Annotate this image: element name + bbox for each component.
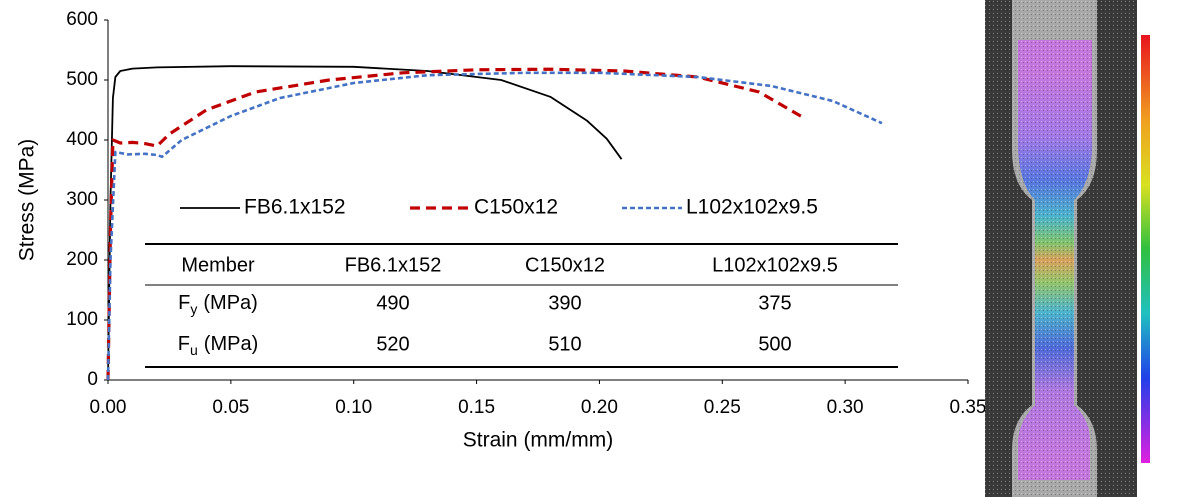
table-header: Member <box>181 254 255 276</box>
table-cell: 390 <box>548 292 581 314</box>
y-tick-label: 500 <box>66 69 98 90</box>
table-cell: 500 <box>758 333 791 355</box>
x-tick-label: 0.15 <box>458 397 495 418</box>
y-tick-label: 100 <box>66 309 98 330</box>
legend-label: C150x12 <box>474 196 558 219</box>
x-tick-label: 0.20 <box>581 397 618 418</box>
table-cell: 510 <box>548 333 581 355</box>
y-axis-label: Stress (MPa) <box>16 139 39 262</box>
data-line <box>106 67 807 381</box>
legend-label: L102x102x9.5 <box>686 196 818 219</box>
row-label: Fu (MPa) <box>178 333 258 357</box>
y-tick-label: 300 <box>66 189 98 210</box>
row-label-part: u <box>190 342 198 358</box>
row-label: Fy (MPa) <box>178 292 258 316</box>
x-tick-label: 0.25 <box>704 397 741 418</box>
x-axis-label: Strain (mm/mm) <box>463 429 614 452</box>
table-header: C150x12 <box>525 254 605 276</box>
legend-label: FB6.1x152 <box>244 196 346 219</box>
table-header: FB6.1x152 <box>345 254 442 276</box>
table-header: L102x102x9.5 <box>712 254 838 276</box>
row-label-part: y <box>190 301 197 317</box>
y-tick-label: 0 <box>87 369 98 390</box>
x-tick-label: 0.30 <box>827 397 864 418</box>
x-tick-label: 0.35 <box>950 397 987 418</box>
table-cell: 490 <box>376 292 409 314</box>
row-label-part: F <box>178 292 190 314</box>
y-tick-label: 200 <box>66 249 98 270</box>
row-label-part: (MPa) <box>203 292 257 314</box>
x-tick-label: 0.05 <box>212 397 249 418</box>
table-cell: 375 <box>758 292 791 314</box>
y-tick-label: 600 <box>66 9 98 30</box>
data-line <box>107 65 623 381</box>
plot-area: 0 100 200 300 400 500 600 0.00 0.05 0.10 0.15 0.20 0… <box>66 9 986 418</box>
row-label-part: (MPa) <box>204 333 258 355</box>
table-cell: 520 <box>376 333 409 355</box>
data-line <box>106 71 883 381</box>
x-tick-label: 0.10 <box>335 397 372 418</box>
x-tick-label: 0.00 <box>90 397 127 418</box>
y-tick-label: 400 <box>66 129 98 150</box>
specimen-photo <box>985 0 1195 497</box>
row-label-part: F <box>178 333 190 355</box>
